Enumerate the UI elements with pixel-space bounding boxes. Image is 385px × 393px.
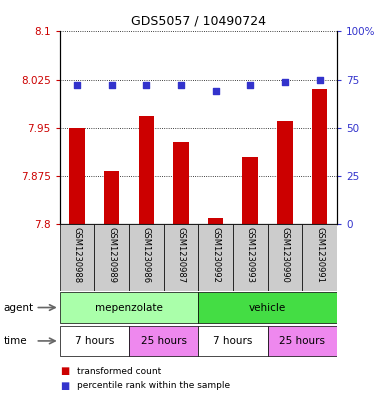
Bar — [243, 156, 258, 224]
Text: GSM1230992: GSM1230992 — [211, 227, 220, 283]
Text: time: time — [4, 336, 27, 346]
Text: 7 hours: 7 hours — [213, 336, 253, 346]
Text: GSM1230987: GSM1230987 — [176, 227, 186, 283]
Text: ■: ■ — [60, 366, 69, 376]
Title: GDS5057 / 10490724: GDS5057 / 10490724 — [131, 15, 266, 28]
Bar — [233, 224, 268, 291]
Bar — [198, 224, 233, 291]
Bar — [268, 326, 337, 356]
Bar — [69, 128, 85, 224]
Bar — [139, 116, 154, 224]
Text: GSM1230991: GSM1230991 — [315, 227, 324, 283]
Text: GSM1230990: GSM1230990 — [280, 227, 290, 283]
Point — [213, 88, 219, 94]
Bar — [208, 218, 223, 224]
Text: 25 hours: 25 hours — [141, 336, 187, 346]
Text: GSM1230988: GSM1230988 — [72, 227, 82, 283]
Text: GSM1230993: GSM1230993 — [246, 227, 255, 283]
Text: GSM1230986: GSM1230986 — [142, 227, 151, 283]
Text: transformed count: transformed count — [77, 367, 161, 376]
Bar — [60, 292, 198, 323]
Bar — [198, 326, 268, 356]
Bar — [268, 224, 302, 291]
Text: percentile rank within the sample: percentile rank within the sample — [77, 382, 230, 390]
Point — [74, 82, 80, 88]
Bar — [60, 326, 129, 356]
Bar — [129, 326, 198, 356]
Bar — [173, 143, 189, 224]
Bar — [164, 224, 198, 291]
Point — [247, 82, 253, 88]
Text: ■: ■ — [60, 381, 69, 391]
Bar — [198, 292, 337, 323]
Text: 25 hours: 25 hours — [279, 336, 325, 346]
Point — [316, 76, 323, 83]
Bar — [104, 171, 119, 224]
Bar — [302, 224, 337, 291]
Point — [143, 82, 149, 88]
Point — [282, 78, 288, 84]
Text: 7 hours: 7 hours — [75, 336, 114, 346]
Point — [178, 82, 184, 88]
Bar — [277, 121, 293, 224]
Bar — [312, 89, 327, 224]
Text: mepenzolate: mepenzolate — [95, 303, 163, 312]
Text: GSM1230989: GSM1230989 — [107, 227, 116, 283]
Bar — [94, 224, 129, 291]
Text: agent: agent — [4, 303, 34, 312]
Text: vehicle: vehicle — [249, 303, 286, 312]
Point — [109, 82, 115, 88]
Bar — [129, 224, 164, 291]
Bar — [60, 224, 94, 291]
